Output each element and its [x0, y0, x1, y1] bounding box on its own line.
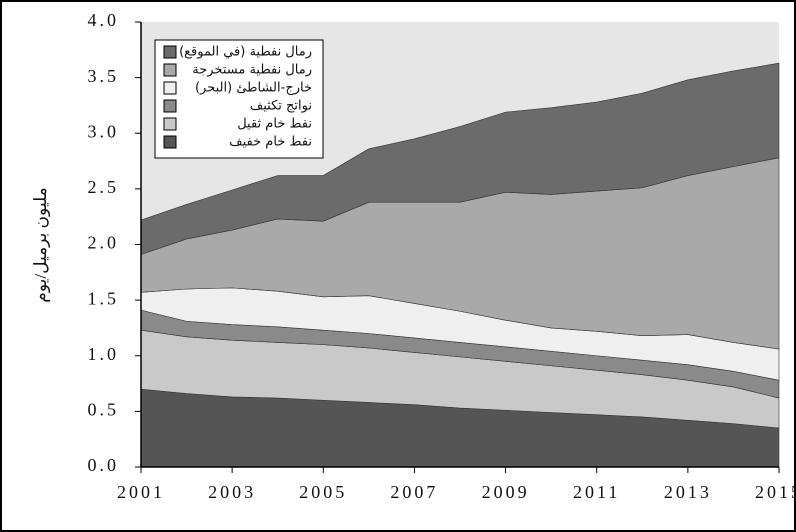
legend	[154, 39, 324, 159]
x-tick-label: 2011	[573, 482, 620, 502]
x-tick-label: 2001	[117, 482, 165, 502]
legend-label: خارج-الشاطئ (البحر)	[195, 81, 312, 96]
x-tick-label: 2013	[664, 482, 712, 502]
y-tick-label: 4.0	[88, 10, 120, 30]
y-tick-label: 0.0	[88, 455, 120, 475]
y-tick-label: 3.5	[88, 66, 120, 86]
legend-label: رمال نفطية (في الموقع)	[179, 45, 312, 60]
area	[140, 62, 780, 255]
legend-label: نواتج تكثيف	[250, 99, 312, 114]
legend-swatch	[163, 117, 177, 131]
legend-label: رمال نفطية مستخرجة	[192, 63, 312, 78]
y-axis-label: مليون برميل/يوم	[31, 187, 51, 302]
y-tick-label: 0.5	[88, 400, 120, 420]
legend-swatch	[163, 63, 177, 77]
legend-label: نفط خام خفيف	[229, 135, 312, 150]
y-tick-label: 2.0	[88, 233, 120, 253]
legend-swatch	[163, 135, 177, 149]
x-tick-label: 2005	[299, 482, 347, 502]
legend-label: نفط خام ثقيل	[237, 117, 312, 132]
y-tick-label: 1.0	[88, 344, 120, 364]
y-tick-label: 2.5	[88, 177, 120, 197]
legend-swatch	[163, 81, 177, 95]
x-tick-label: 2007	[390, 482, 438, 502]
y-tick-label: 1.5	[88, 288, 120, 308]
legend-swatch	[163, 99, 177, 113]
x-tick-label: 2015	[755, 482, 796, 502]
x-tick-label: 2009	[482, 482, 530, 502]
x-tick-label: 2003	[208, 482, 256, 502]
y-tick-label: 3.0	[88, 121, 120, 141]
legend-swatch	[163, 45, 177, 59]
